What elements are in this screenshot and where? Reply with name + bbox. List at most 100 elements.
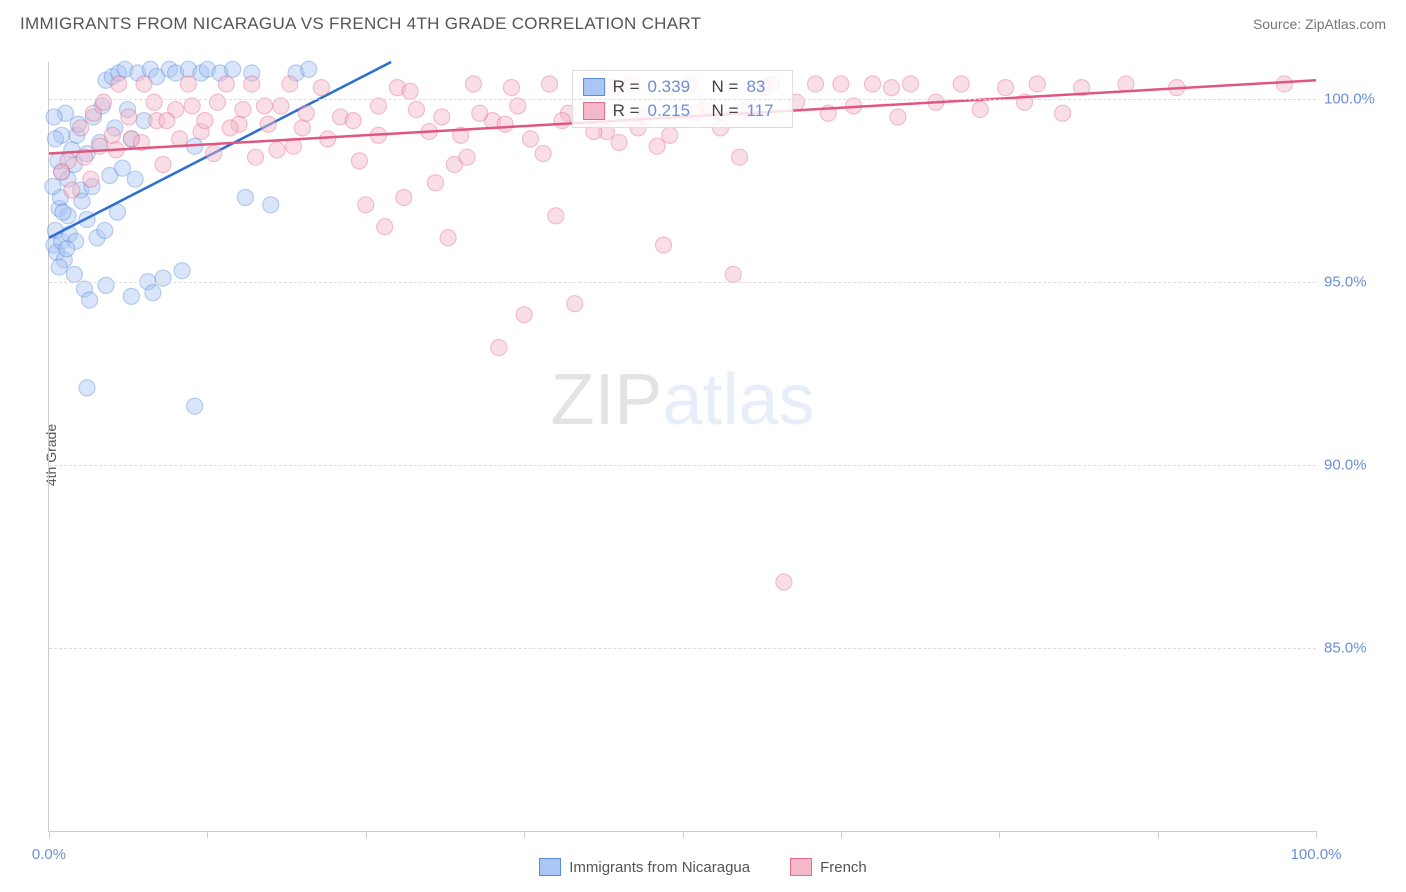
data-point — [548, 208, 564, 224]
legend-swatch — [539, 858, 561, 876]
data-point — [206, 146, 222, 162]
data-point — [114, 160, 130, 176]
legend-label: French — [820, 859, 867, 876]
data-point — [301, 61, 317, 77]
data-point — [111, 76, 127, 92]
data-point — [47, 131, 63, 147]
data-point — [273, 98, 289, 114]
legend-swatch — [790, 858, 812, 876]
data-point — [59, 241, 75, 257]
data-point — [408, 102, 424, 118]
data-point — [136, 76, 152, 92]
data-point — [210, 94, 226, 110]
data-point — [294, 120, 310, 136]
data-point — [358, 197, 374, 213]
data-point — [127, 171, 143, 187]
data-point — [46, 109, 62, 125]
data-point — [554, 113, 570, 129]
data-point — [260, 116, 276, 132]
data-point — [1276, 76, 1292, 92]
data-point — [440, 230, 456, 246]
legend-row: R = 0.339 N = 83 — [583, 75, 783, 99]
data-point — [187, 398, 203, 414]
data-point — [123, 288, 139, 304]
data-point — [491, 340, 507, 356]
r-label: R = — [613, 101, 640, 121]
data-point — [516, 307, 532, 323]
data-point — [83, 171, 99, 187]
data-point — [73, 120, 89, 136]
data-point — [256, 98, 272, 114]
data-point — [174, 263, 190, 279]
x-tick — [1316, 831, 1317, 838]
r-value: 0.339 — [648, 77, 704, 97]
data-point — [427, 175, 443, 191]
data-point — [269, 142, 285, 158]
data-point — [370, 98, 386, 114]
data-point — [155, 270, 171, 286]
data-point — [459, 149, 475, 165]
y-tick-label: 85.0% — [1324, 639, 1394, 656]
data-point — [180, 76, 196, 92]
data-point — [225, 61, 241, 77]
data-point — [655, 237, 671, 253]
data-point — [725, 266, 741, 282]
x-tick — [49, 831, 50, 838]
data-point — [1118, 76, 1134, 92]
plot-area: ZIPatlas R =0.339N =83R =0.215N =117 85.… — [48, 62, 1316, 832]
data-point — [282, 76, 298, 92]
legend-label: Immigrants from Nicaragua — [569, 859, 750, 876]
data-point — [649, 138, 665, 154]
gridline — [49, 648, 1316, 649]
data-point — [510, 98, 526, 114]
data-point — [345, 113, 361, 129]
x-tick — [999, 831, 1000, 838]
chart-title: IMMIGRANTS FROM NICARAGUA VS FRENCH 4TH … — [20, 14, 701, 34]
data-point — [237, 189, 253, 205]
data-point — [833, 76, 849, 92]
data-point — [45, 179, 61, 195]
data-point — [244, 76, 260, 92]
data-point — [377, 219, 393, 235]
data-point — [472, 105, 488, 121]
n-label: N = — [712, 77, 739, 97]
data-point — [95, 94, 111, 110]
x-tick — [683, 831, 684, 838]
r-value: 0.215 — [648, 101, 704, 121]
x-tick — [207, 831, 208, 838]
chart-source: Source: ZipAtlas.com — [1253, 16, 1386, 32]
data-point — [884, 80, 900, 96]
data-point — [522, 131, 538, 147]
data-point — [184, 98, 200, 114]
legend-swatch — [583, 102, 605, 120]
data-point — [890, 109, 906, 125]
r-label: R = — [613, 77, 640, 97]
data-point — [146, 94, 162, 110]
y-tick-label: 100.0% — [1324, 90, 1394, 107]
n-value: 83 — [746, 77, 782, 97]
data-point — [298, 105, 314, 121]
data-point — [97, 222, 113, 238]
data-point — [732, 149, 748, 165]
data-point — [503, 80, 519, 96]
data-point — [145, 285, 161, 301]
data-point — [903, 76, 919, 92]
data-point — [776, 574, 792, 590]
data-point — [79, 380, 95, 396]
data-point — [82, 292, 98, 308]
series-legend: Immigrants from Nicaragua French — [0, 858, 1406, 876]
data-point — [54, 164, 70, 180]
data-point — [662, 127, 678, 143]
data-point — [104, 127, 120, 143]
n-value: 117 — [746, 101, 782, 121]
gridline — [49, 99, 1316, 100]
data-point — [465, 76, 481, 92]
x-tick — [524, 831, 525, 838]
data-point — [218, 76, 234, 92]
legend-item: Immigrants from Nicaragua — [539, 858, 750, 876]
n-label: N = — [712, 101, 739, 121]
data-point — [51, 259, 67, 275]
x-tick — [366, 831, 367, 838]
data-point — [55, 204, 71, 220]
data-point — [541, 76, 557, 92]
